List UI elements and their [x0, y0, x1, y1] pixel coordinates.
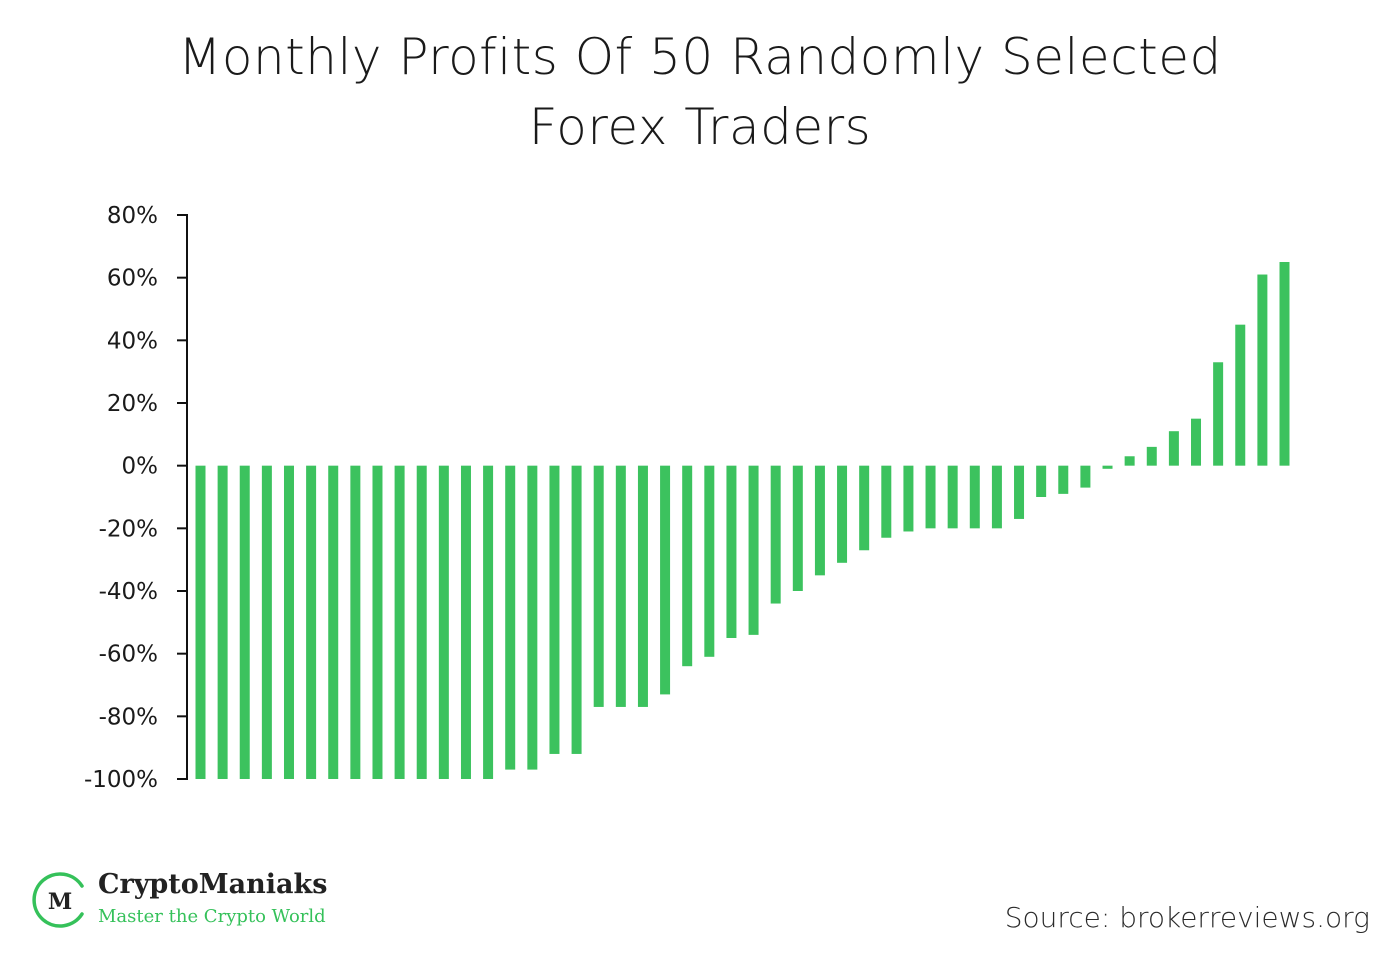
y-tick-label: 40% [107, 328, 158, 354]
bar [969, 465, 980, 529]
bar [748, 465, 759, 635]
source-credit: Source: brokerreviews.org [1004, 901, 1370, 934]
bar [792, 465, 803, 591]
bar [438, 465, 449, 779]
bar [814, 465, 825, 576]
y-tick-label: 80% [107, 203, 158, 229]
bar [217, 465, 228, 779]
y-tick-label: 0% [122, 454, 159, 480]
bar [615, 465, 626, 707]
brand-monogram: M [48, 889, 72, 915]
bar [881, 465, 892, 538]
y-tick-label: 60% [107, 266, 158, 292]
bar [483, 465, 494, 779]
y-axis: 80% 60% 40% 20% 0% -20% -40% -60% -80% -100% [84, 203, 188, 793]
bar [1124, 456, 1135, 466]
brand-name: CryptoManiaks [98, 869, 328, 900]
bar [571, 465, 582, 754]
bar [726, 465, 737, 638]
chart-title-line-2: Forex Traders [528, 98, 872, 156]
chart-title-line-1: Monthly Profits Of 50 Randomly Selected [178, 28, 1222, 86]
bar [306, 465, 317, 779]
bar [261, 465, 272, 779]
bar [350, 465, 361, 779]
bar [1191, 418, 1202, 466]
bar [925, 465, 936, 529]
bar [593, 465, 604, 707]
y-tick-label: -100% [84, 767, 158, 793]
bar [682, 465, 693, 667]
bar [372, 465, 383, 779]
bar [1168, 431, 1179, 466]
bar [1102, 465, 1113, 469]
bar [195, 465, 206, 779]
bar [837, 465, 848, 563]
bar [1036, 465, 1047, 497]
y-tick-label: -80% [99, 704, 158, 730]
bar [1257, 274, 1268, 466]
bar [1080, 465, 1091, 488]
bar [527, 465, 538, 770]
bar [1014, 465, 1025, 519]
y-tick-label: -60% [99, 642, 158, 668]
bar [1058, 465, 1069, 494]
bar [1146, 446, 1157, 466]
bar [947, 465, 958, 529]
bar [1235, 324, 1246, 466]
bar [903, 465, 914, 532]
bar [460, 465, 471, 779]
bar [416, 465, 427, 779]
bar [991, 465, 1002, 529]
brand-logo: M CryptoManiaks Master the Crypto World [30, 868, 390, 932]
bar [1279, 262, 1290, 466]
bar [505, 465, 516, 770]
bar [283, 465, 294, 779]
chart-title: Monthly Profits Of 50 Randomly Selected … [0, 22, 1400, 162]
y-tick-label: -20% [99, 516, 158, 542]
bar [239, 465, 250, 779]
bar [770, 465, 781, 604]
bar [328, 465, 339, 779]
brand-tagline: Master the Crypto World [98, 906, 326, 927]
bar [704, 465, 715, 657]
bar [1213, 362, 1224, 466]
y-tick-label: 20% [107, 391, 158, 417]
y-tick-label: -40% [99, 579, 158, 605]
bar [660, 465, 671, 695]
bar [549, 465, 560, 754]
brand-monogram-icon: M [32, 872, 84, 928]
bar [637, 465, 648, 707]
bar [859, 465, 870, 551]
bar-group [195, 262, 1290, 779]
bar [394, 465, 405, 779]
